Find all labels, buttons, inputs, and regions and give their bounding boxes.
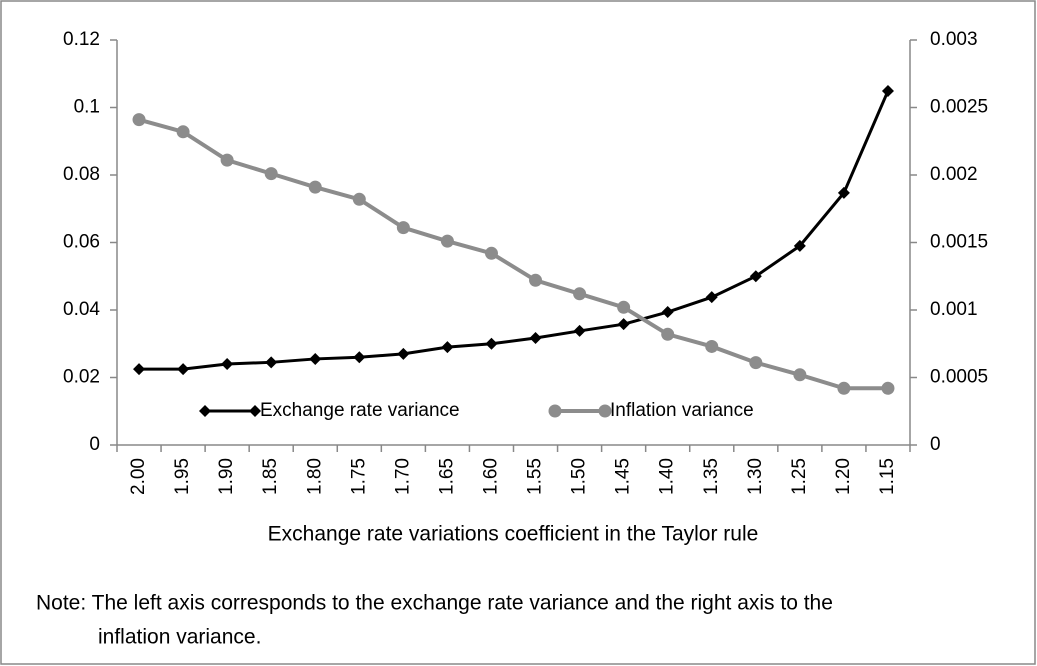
x-tick-label: 2.00: [128, 458, 149, 495]
data-point: [397, 347, 410, 360]
data-point: [661, 306, 674, 319]
data-point: [441, 341, 454, 354]
series-line: [139, 90, 890, 371]
data-point: [440, 234, 454, 248]
x-tick-label: 1.65: [436, 458, 457, 495]
legend-label: Exchange rate variance: [260, 400, 460, 421]
data-point: [353, 351, 366, 364]
data-point: [133, 363, 146, 376]
series-line: [138, 117, 888, 391]
data-point: [749, 356, 763, 370]
data-point: [264, 167, 278, 181]
data-point: [705, 339, 719, 353]
data-point: [308, 180, 322, 194]
data-point: [484, 246, 498, 260]
legend-marker: [548, 404, 562, 418]
x-tick-label: 1.40: [657, 458, 678, 495]
data-point: [837, 186, 850, 199]
y2-tick-label: 0.001: [930, 299, 978, 320]
data-point: [529, 273, 543, 287]
x-tick-label: 1.70: [392, 458, 413, 495]
data-point: [793, 368, 807, 382]
x-tick-label: 1.85: [260, 458, 281, 495]
data-point: [529, 332, 542, 345]
data-point: [309, 352, 322, 365]
x-tick-label: 1.95: [172, 458, 193, 495]
data-point: [573, 324, 586, 337]
data-point: [176, 125, 190, 139]
x-tick-label: 1.45: [613, 458, 634, 495]
data-point: [881, 381, 895, 395]
y2-tick-label: 0.0025: [930, 97, 988, 118]
y2-tick-label: 0.0005: [930, 367, 988, 388]
data-point: [177, 363, 190, 376]
x-tick-label: 1.50: [569, 458, 590, 495]
legend-label: Inflation variance: [610, 400, 754, 421]
y-tick-label: 0.02: [63, 367, 100, 388]
x-tick-label: 1.20: [833, 458, 854, 495]
data-point: [749, 270, 762, 283]
x-tick-label: 1.15: [877, 458, 898, 495]
y2-tick-label: 0.002: [930, 164, 978, 185]
y2-tick-label: 0: [930, 434, 941, 455]
y2-tick-label: 0.0015: [930, 232, 988, 253]
x-tick-label: 1.35: [701, 458, 722, 495]
data-point: [617, 300, 631, 314]
data-point: [793, 239, 806, 252]
y2-tick-label: 0.003: [930, 29, 978, 50]
legend-marker: [249, 405, 261, 417]
data-point: [485, 337, 498, 350]
x-tick-label: 1.90: [216, 458, 237, 495]
legend-marker: [199, 405, 211, 417]
data-point: [352, 192, 366, 206]
data-point: [265, 356, 278, 369]
note: Note: The left axis corresponds to the e…: [36, 592, 833, 615]
y-tick-label: 0.04: [63, 299, 100, 320]
y-tick-label: 0.1: [74, 97, 100, 118]
data-point: [132, 113, 146, 127]
x-tick-label: 1.80: [304, 458, 325, 495]
y-tick-label: 0.08: [63, 164, 100, 185]
x-tick-label: 1.25: [789, 458, 810, 495]
x-tick-label: 1.75: [348, 458, 369, 495]
data-point: [396, 221, 410, 235]
note: inflation variance.: [98, 626, 261, 649]
y-tick-label: 0.06: [63, 232, 100, 253]
data-point: [705, 291, 718, 304]
data-point: [221, 358, 234, 370]
data-point: [881, 84, 894, 97]
data-point: [661, 327, 675, 341]
data-point: [837, 381, 851, 395]
legend-marker: [598, 404, 612, 418]
x-tick-label: 1.30: [745, 458, 766, 495]
y-tick-label: 0.12: [63, 29, 100, 50]
data-point: [220, 153, 234, 167]
data-point: [573, 287, 587, 301]
x-axis-title: Exchange rate variations coefficient in …: [268, 523, 759, 546]
y-tick-label: 0: [89, 434, 100, 455]
data-point: [617, 318, 630, 331]
x-tick-label: 1.55: [525, 458, 546, 495]
x-tick-label: 1.60: [480, 458, 501, 495]
